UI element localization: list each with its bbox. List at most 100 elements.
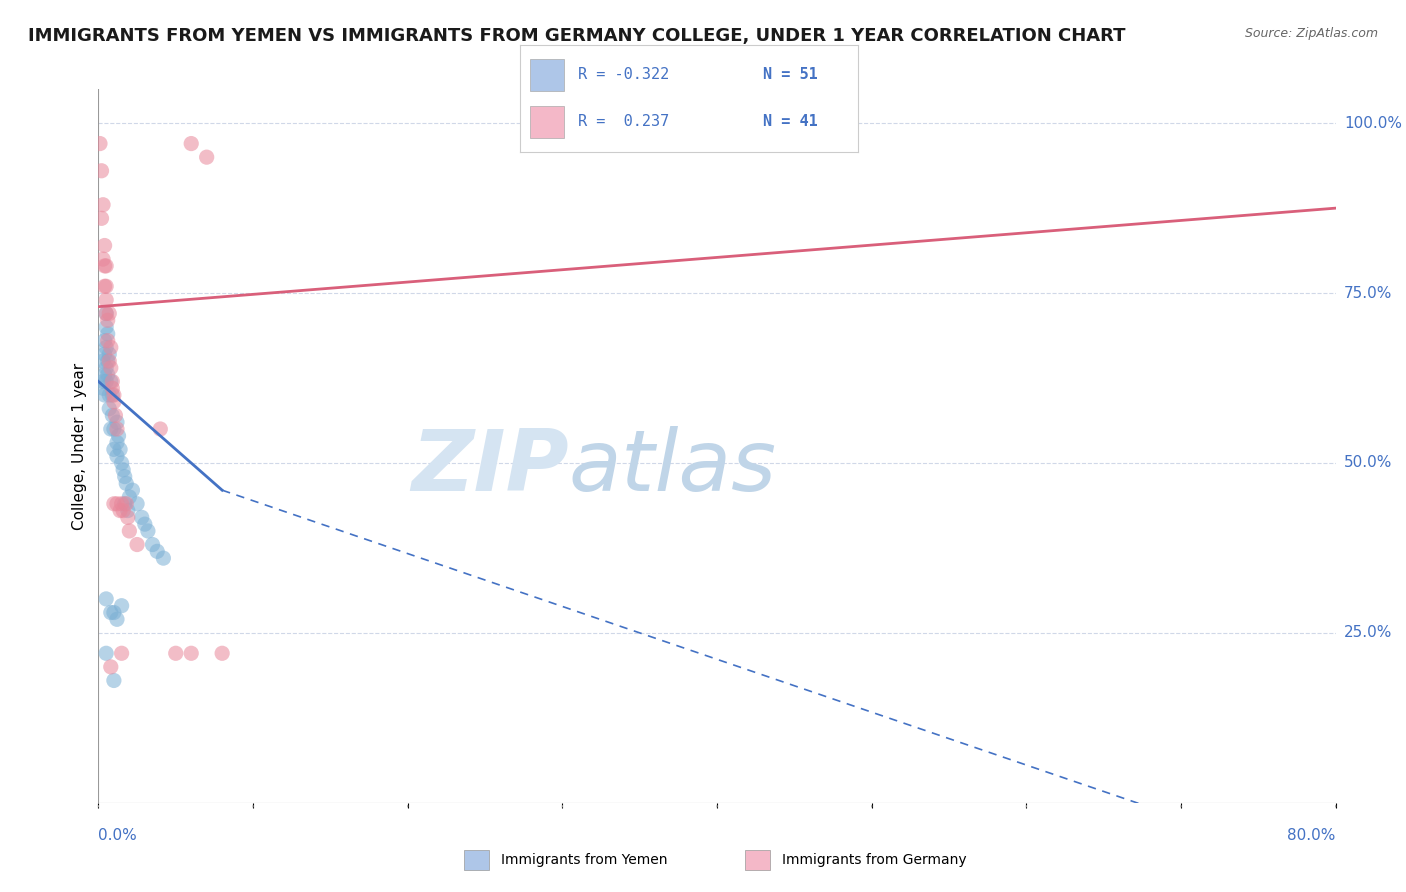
Point — [103, 497, 125, 511]
Point — [211, 646, 233, 660]
Text: N = 41: N = 41 — [763, 114, 818, 129]
Point — [91, 354, 114, 368]
Point — [112, 463, 135, 477]
Point — [108, 503, 131, 517]
Point — [105, 612, 128, 626]
Point — [103, 394, 125, 409]
Text: R =  0.237: R = 0.237 — [578, 114, 669, 129]
Point — [90, 163, 112, 178]
Point — [98, 306, 121, 320]
Point — [108, 442, 131, 457]
Point — [107, 429, 129, 443]
Point — [100, 375, 122, 389]
Point — [114, 469, 136, 483]
Point — [96, 591, 118, 606]
Point — [91, 375, 114, 389]
Point — [98, 354, 121, 368]
Point — [100, 606, 122, 620]
Point — [101, 375, 124, 389]
Text: IMMIGRANTS FROM YEMEN VS IMMIGRANTS FROM GERMANY COLLEGE, UNDER 1 YEAR CORRELATI: IMMIGRANTS FROM YEMEN VS IMMIGRANTS FROM… — [28, 27, 1126, 45]
Point — [111, 456, 132, 470]
Point — [96, 320, 118, 334]
Point — [93, 259, 115, 273]
Point — [97, 368, 120, 382]
Point — [115, 476, 138, 491]
Point — [127, 537, 149, 551]
Point — [103, 422, 125, 436]
Point — [89, 136, 111, 151]
Point — [97, 334, 120, 348]
Text: Immigrants from Germany: Immigrants from Germany — [782, 853, 966, 867]
Point — [97, 354, 120, 368]
Point — [93, 388, 115, 402]
Point — [134, 517, 156, 532]
Point — [100, 660, 122, 674]
Point — [93, 347, 115, 361]
Point — [96, 375, 118, 389]
Point — [136, 524, 159, 538]
Point — [141, 537, 165, 551]
Point — [101, 381, 124, 395]
Point — [96, 360, 118, 375]
Bar — [530, 59, 564, 91]
Point — [93, 334, 115, 348]
Point — [118, 524, 141, 538]
Point — [131, 510, 153, 524]
Point — [91, 198, 114, 212]
Point — [103, 606, 125, 620]
Point — [96, 306, 118, 320]
Point — [104, 409, 127, 423]
Point — [111, 646, 132, 660]
Point — [111, 497, 132, 511]
Point — [117, 510, 139, 524]
Y-axis label: College, Under 1 year: College, Under 1 year — [72, 362, 87, 530]
Point — [91, 381, 114, 395]
Point — [98, 401, 121, 416]
Point — [93, 368, 115, 382]
Point — [195, 150, 218, 164]
Point — [100, 422, 122, 436]
Point — [105, 422, 128, 436]
Point — [100, 360, 122, 375]
Point — [96, 259, 118, 273]
Text: 100.0%: 100.0% — [1344, 116, 1402, 131]
Bar — [530, 105, 564, 137]
Point — [115, 497, 138, 511]
Text: R = -0.322: R = -0.322 — [578, 67, 669, 82]
Text: 80.0%: 80.0% — [1288, 828, 1336, 843]
Point — [96, 646, 118, 660]
Point — [103, 673, 125, 688]
Point — [91, 252, 114, 266]
Point — [97, 313, 120, 327]
Point — [103, 442, 125, 457]
Point — [152, 551, 174, 566]
Point — [114, 497, 136, 511]
Point — [117, 503, 139, 517]
Point — [96, 341, 118, 355]
Point — [93, 238, 115, 252]
Point — [180, 136, 202, 151]
Point — [105, 449, 128, 463]
Text: Source: ZipAtlas.com: Source: ZipAtlas.com — [1244, 27, 1378, 40]
Point — [112, 503, 135, 517]
Point — [105, 415, 128, 429]
Point — [146, 544, 169, 558]
Text: atlas: atlas — [568, 425, 776, 509]
Point — [121, 483, 143, 498]
Point — [101, 409, 124, 423]
Point — [96, 293, 118, 307]
Point — [111, 599, 132, 613]
Point — [93, 279, 115, 293]
Point — [149, 422, 172, 436]
Point — [101, 388, 124, 402]
Point — [105, 497, 128, 511]
Text: N = 51: N = 51 — [763, 67, 818, 82]
Point — [118, 490, 141, 504]
Text: 50.0%: 50.0% — [1344, 456, 1392, 470]
Point — [165, 646, 187, 660]
Point — [105, 435, 128, 450]
Text: 25.0%: 25.0% — [1344, 625, 1392, 640]
Text: 0.0%: 0.0% — [98, 828, 138, 843]
Point — [100, 341, 122, 355]
Point — [127, 497, 149, 511]
